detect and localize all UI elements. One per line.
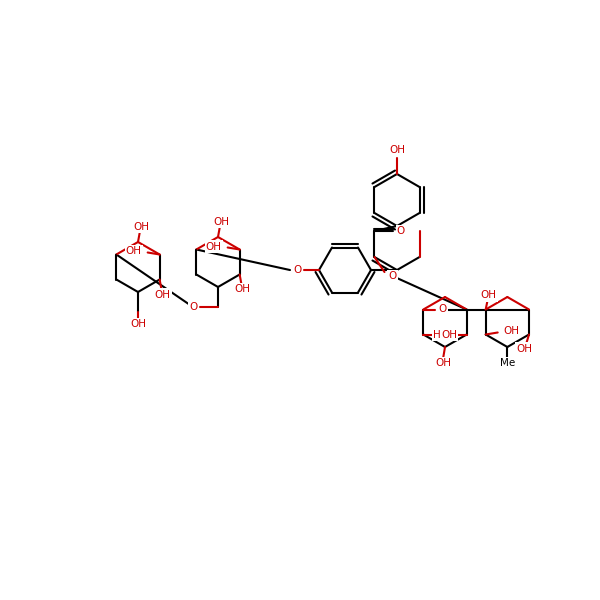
Text: OH: OH	[516, 343, 532, 353]
Text: OH: OH	[435, 358, 451, 368]
Text: O: O	[293, 265, 301, 275]
Text: OH: OH	[155, 289, 170, 299]
Text: Me: Me	[500, 358, 515, 368]
Text: HO: HO	[433, 329, 449, 340]
Text: OH: OH	[133, 222, 149, 232]
Text: O: O	[189, 302, 197, 312]
Text: O: O	[438, 304, 446, 314]
Text: OH: OH	[206, 241, 221, 251]
Text: OH: OH	[442, 329, 457, 340]
Text: OH: OH	[125, 247, 142, 257]
Text: O: O	[388, 271, 397, 281]
Text: OH: OH	[213, 217, 229, 227]
Text: OH: OH	[130, 319, 146, 329]
Text: OH: OH	[503, 326, 520, 337]
Text: O: O	[397, 226, 405, 236]
Text: OH: OH	[235, 284, 251, 295]
Text: OH: OH	[389, 145, 405, 155]
Text: OH: OH	[481, 290, 497, 301]
